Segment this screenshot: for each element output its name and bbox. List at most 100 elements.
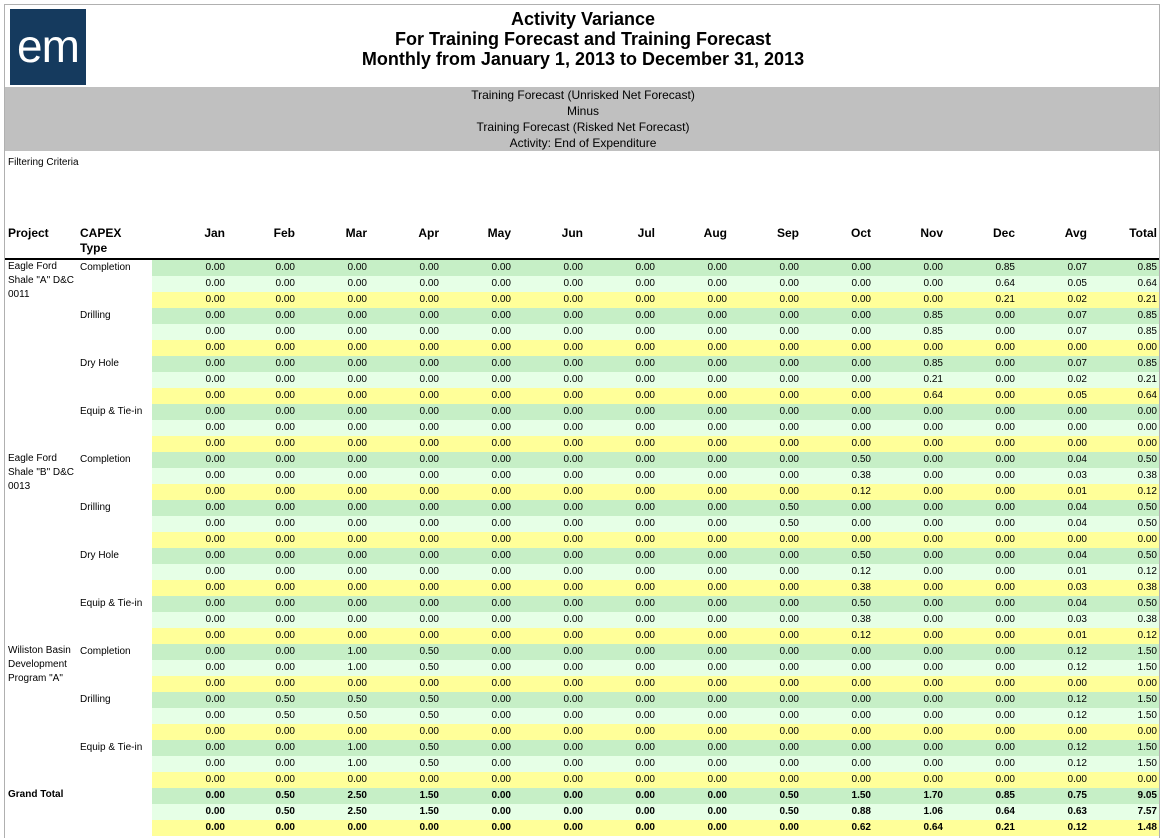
value-cell: 0.00: [347, 726, 367, 737]
value-cell: 0.00: [635, 422, 655, 433]
value-cell: 0.00: [347, 358, 367, 369]
value-cell: 0.00: [419, 470, 439, 481]
value-cell: 0.00: [851, 710, 871, 721]
value-cell: 0.00: [491, 790, 511, 801]
row-band: [152, 436, 1159, 452]
capex-type: Dry Hole: [80, 550, 119, 561]
value-cell: 0.00: [419, 822, 439, 833]
value-cell: 0.00: [205, 422, 225, 433]
scenario-line: Activity: End of Expenditure: [509, 136, 657, 150]
value-cell: 0.00: [275, 502, 295, 513]
value-cell: 0.85: [1137, 310, 1157, 321]
project-name: Eagle Ford Shale "A" D&C 0011: [8, 261, 75, 300]
value-cell: 0.00: [347, 598, 367, 609]
value-cell: 0.00: [851, 310, 871, 321]
table-row: Equip & Tie-in 0.00 0.00 0.00 0.00 0.00 0.00 0.…: [5, 596, 1159, 612]
value-cell: 0.00: [923, 262, 943, 273]
value-cell: 1.50: [1137, 742, 1157, 753]
value-cell: 0.00: [707, 758, 727, 769]
value-cell: 0.00: [851, 758, 871, 769]
value-cell: 0.00: [995, 502, 1015, 513]
table-row: Wiliston Basin Development Program "A" Co…: [5, 644, 1159, 684]
value-cell: 0.00: [563, 422, 583, 433]
value-cell: 0.00: [923, 502, 943, 513]
value-cell: 0.00: [347, 262, 367, 273]
value-cell: 1.06: [923, 806, 943, 817]
value-cell: 0.04: [1067, 502, 1087, 513]
value-cell: 0.00: [205, 582, 225, 593]
value-cell: 0.00: [851, 390, 871, 401]
value-cell: 0.00: [491, 470, 511, 481]
value-cell: 0.00: [563, 742, 583, 753]
table-row: 0.00 0.00 0.00 0.00 0.00 0.00 0.00 0.00 0.00 0.00…: [5, 532, 1159, 548]
row-band: [152, 468, 1159, 484]
header-apr: Apr: [418, 226, 439, 240]
header-mar: Mar: [345, 226, 367, 240]
value-cell: 0.00: [707, 294, 727, 305]
value-cell: 0.00: [275, 294, 295, 305]
value-cell: 0.00: [635, 774, 655, 785]
value-cell: 0.50: [779, 806, 799, 817]
value-cell: 0.00: [923, 566, 943, 577]
value-cell: 0.12: [1067, 646, 1087, 657]
value-cell: 0.00: [419, 678, 439, 689]
value-cell: 0.00: [563, 342, 583, 353]
value-cell: 0.50: [419, 694, 439, 705]
value-cell: 0.50: [275, 806, 295, 817]
value-cell: 0.00: [707, 438, 727, 449]
value-cell: 0.00: [491, 598, 511, 609]
value-cell: 0.00: [851, 342, 871, 353]
table-row: 0.00 0.00 0.00 0.00 0.00 0.00 0.00 0.00 0.00 0.00…: [5, 276, 1159, 292]
value-cell: 0.00: [707, 806, 727, 817]
value-cell: 0.00: [275, 550, 295, 561]
row-band: [152, 644, 1159, 660]
value-cell: 0.00: [707, 406, 727, 417]
value-cell: 0.00: [491, 646, 511, 657]
value-cell: 0.00: [563, 374, 583, 385]
value-cell: 0.00: [851, 438, 871, 449]
value-cell: 0.00: [205, 646, 225, 657]
value-cell: 0.50: [275, 710, 295, 721]
value-cell: 0.00: [707, 614, 727, 625]
value-cell: 0.88: [851, 806, 871, 817]
value-cell: 0.00: [851, 742, 871, 753]
value-cell: 0.00: [851, 518, 871, 529]
row-band: [152, 628, 1159, 644]
value-cell: 0.00: [563, 790, 583, 801]
value-cell: 0.00: [779, 694, 799, 705]
value-cell: 0.00: [563, 566, 583, 577]
value-cell: 0.00: [923, 582, 943, 593]
value-cell: 0.00: [419, 486, 439, 497]
table-row: Eagle Ford Shale "B" D&C 0013 Completion 0…: [5, 452, 1159, 492]
value-cell: 0.00: [779, 774, 799, 785]
value-cell: 0.04: [1067, 550, 1087, 561]
value-cell: 0.00: [275, 678, 295, 689]
value-cell: 0.00: [491, 454, 511, 465]
value-cell: 0.00: [851, 294, 871, 305]
value-cell: 1.00: [347, 742, 367, 753]
value-cell: 0.63: [1067, 806, 1087, 817]
value-cell: 0.12: [851, 566, 871, 577]
value-cell: 0.00: [275, 326, 295, 337]
value-cell: 0.00: [779, 550, 799, 561]
value-cell: 0.00: [491, 678, 511, 689]
value-cell: 0.00: [995, 678, 1015, 689]
value-cell: 0.00: [779, 742, 799, 753]
value-cell: 0.00: [205, 694, 225, 705]
value-cell: 0.00: [707, 710, 727, 721]
value-cell: 0.00: [1067, 422, 1087, 433]
value-cell: 0.00: [923, 662, 943, 673]
value-cell: 0.00: [851, 374, 871, 385]
value-cell: 0.21: [995, 294, 1015, 305]
value-cell: 0.00: [491, 486, 511, 497]
value-cell: 0.50: [851, 598, 871, 609]
table-row: 0.00 0.50 0.50 0.50 0.00 0.00 0.00 0.00 0.00 0.00…: [5, 708, 1159, 724]
value-cell: 0.00: [851, 278, 871, 289]
value-cell: 0.07: [1067, 326, 1087, 337]
value-cell: 0.00: [205, 518, 225, 529]
capex-type: Equip & Tie-in: [80, 598, 143, 609]
row-band: [152, 388, 1159, 404]
value-cell: 0.00: [419, 342, 439, 353]
value-cell: 0.00: [923, 454, 943, 465]
value-cell: 0.00: [851, 678, 871, 689]
